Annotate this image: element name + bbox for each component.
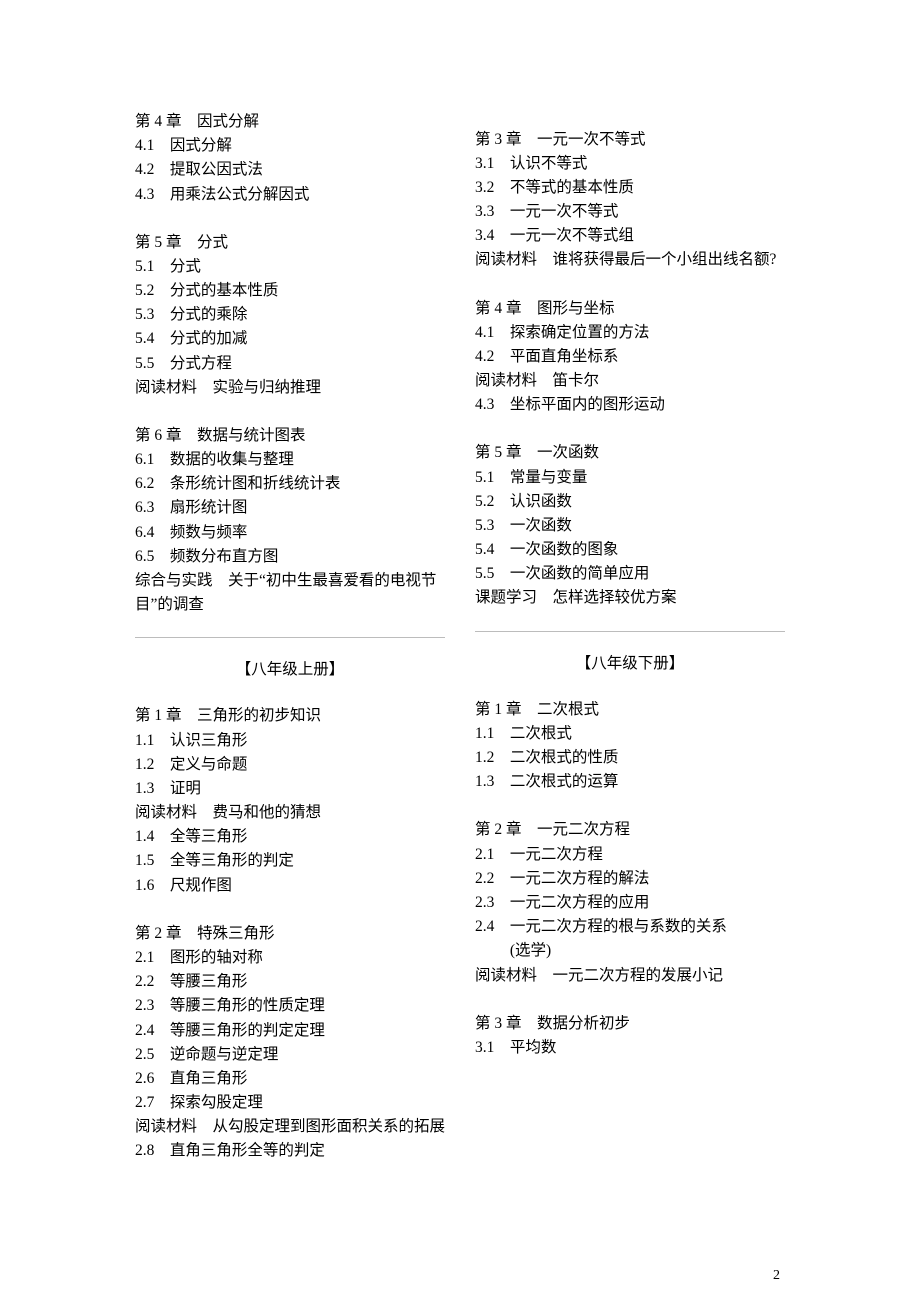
section-5-1: 5.1 分式 bbox=[135, 255, 445, 279]
section-1a-6: 1.6 尺规作图 bbox=[135, 874, 445, 898]
section-2a-5: 2.5 逆命题与逆定理 bbox=[135, 1043, 445, 1067]
topic-5a: 课题学习 怎样选择较优方案 bbox=[475, 586, 785, 610]
section-3a-3: 3.3 一元一次不等式 bbox=[475, 200, 785, 224]
divider bbox=[475, 631, 785, 632]
section-2a-1: 2.1 图形的轴对称 bbox=[135, 946, 445, 970]
section-2a-7: 2.7 探索勾股定理 bbox=[135, 1091, 445, 1115]
chapter-3b-title: 第 3 章 数据分析初步 bbox=[475, 1012, 785, 1036]
page-number: 2 bbox=[773, 1268, 780, 1284]
section-1b-2: 1.2 二次根式的性质 bbox=[475, 746, 785, 770]
chapter-1b-title: 第 1 章 二次根式 bbox=[475, 698, 785, 722]
chapter-2b-title: 第 2 章 一元二次方程 bbox=[475, 818, 785, 842]
section-4a-2: 4.2 平面直角坐标系 bbox=[475, 345, 785, 369]
section-1a-2: 1.2 定义与命题 bbox=[135, 753, 445, 777]
reading-2b: 阅读材料 一元二次方程的发展小记 bbox=[475, 964, 785, 988]
practice-6: 综合与实践 关于“初中生最喜爱看的电视节目”的调查 bbox=[135, 569, 445, 617]
section-5-2: 5.2 分式的基本性质 bbox=[135, 279, 445, 303]
chapter-4a-title: 第 4 章 图形与坐标 bbox=[475, 297, 785, 321]
section-3a-2: 3.2 不等式的基本性质 bbox=[475, 176, 785, 200]
section-5-4: 5.4 分式的加减 bbox=[135, 327, 445, 351]
section-6-5: 6.5 频数分布直方图 bbox=[135, 545, 445, 569]
section-6-4: 6.4 频数与频率 bbox=[135, 521, 445, 545]
section-1a-5: 1.5 全等三角形的判定 bbox=[135, 849, 445, 873]
volume-title-8a: 【八年级上册】 bbox=[135, 658, 445, 682]
section-2b-4b: (选学) bbox=[475, 939, 785, 963]
section-2b-2: 2.2 一元二次方程的解法 bbox=[475, 867, 785, 891]
spacer bbox=[135, 207, 445, 231]
page-content: 第 4 章 因式分解 4.1 因式分解 4.2 提取公因式法 4.3 用乘法公式… bbox=[0, 0, 920, 1220]
section-3a-4: 3.4 一元一次不等式组 bbox=[475, 224, 785, 248]
chapter-5a-title: 第 5 章 一次函数 bbox=[475, 441, 785, 465]
section-2a-6: 2.6 直角三角形 bbox=[135, 1067, 445, 1091]
spacer bbox=[475, 273, 785, 297]
section-1a-3: 1.3 证明 bbox=[135, 777, 445, 801]
section-5-5: 5.5 分式方程 bbox=[135, 352, 445, 376]
section-6-3: 6.3 扇形统计图 bbox=[135, 496, 445, 520]
spacer bbox=[135, 898, 445, 922]
divider bbox=[135, 637, 445, 638]
chapter-3a-title: 第 3 章 一元一次不等式 bbox=[475, 128, 785, 152]
section-2b-1: 2.1 一元二次方程 bbox=[475, 843, 785, 867]
section-2a-3: 2.3 等腰三角形的性质定理 bbox=[135, 994, 445, 1018]
section-5a-5: 5.5 一次函数的简单应用 bbox=[475, 562, 785, 586]
reading-1a: 阅读材料 费马和他的猜想 bbox=[135, 801, 445, 825]
section-5a-3: 5.3 一次函数 bbox=[475, 514, 785, 538]
section-1b-1: 1.1 二次根式 bbox=[475, 722, 785, 746]
section-4-1: 4.1 因式分解 bbox=[135, 134, 445, 158]
chapter-2a-title: 第 2 章 特殊三角形 bbox=[135, 922, 445, 946]
chapter-5-title: 第 5 章 分式 bbox=[135, 231, 445, 255]
chapter-6-title: 第 6 章 数据与统计图表 bbox=[135, 424, 445, 448]
section-1b-3: 1.3 二次根式的运算 bbox=[475, 770, 785, 794]
section-4-3: 4.3 用乘法公式分解因式 bbox=[135, 183, 445, 207]
section-3b-1: 3.1 平均数 bbox=[475, 1036, 785, 1060]
section-3a-1: 3.1 认识不等式 bbox=[475, 152, 785, 176]
section-4a-1: 4.1 探索确定位置的方法 bbox=[475, 321, 785, 345]
section-6-2: 6.2 条形统计图和折线统计表 bbox=[135, 472, 445, 496]
spacer bbox=[135, 400, 445, 424]
reading-2a: 阅读材料 从勾股定理到图形面积关系的拓展 bbox=[135, 1115, 445, 1139]
section-4-2: 4.2 提取公因式法 bbox=[135, 158, 445, 182]
reading-4a: 阅读材料 笛卡尔 bbox=[475, 369, 785, 393]
section-5-3: 5.3 分式的乘除 bbox=[135, 303, 445, 327]
section-5a-4: 5.4 一次函数的图象 bbox=[475, 538, 785, 562]
section-2b-3: 2.3 一元二次方程的应用 bbox=[475, 891, 785, 915]
spacer bbox=[475, 794, 785, 818]
volume-title-8b: 【八年级下册】 bbox=[475, 652, 785, 676]
spacer bbox=[475, 417, 785, 441]
section-2a-2: 2.2 等腰三角形 bbox=[135, 970, 445, 994]
section-1a-4: 1.4 全等三角形 bbox=[135, 825, 445, 849]
chapter-1a-title: 第 1 章 三角形的初步知识 bbox=[135, 704, 445, 728]
chapter-4-title: 第 4 章 因式分解 bbox=[135, 110, 445, 134]
section-2a-8: 2.8 直角三角形全等的判定 bbox=[135, 1139, 445, 1163]
section-1a-1: 1.1 认识三角形 bbox=[135, 729, 445, 753]
section-5a-2: 5.2 认识函数 bbox=[475, 490, 785, 514]
section-6-1: 6.1 数据的收集与整理 bbox=[135, 448, 445, 472]
section-2a-4: 2.4 等腰三角形的判定定理 bbox=[135, 1019, 445, 1043]
reading-3a: 阅读材料 谁将获得最后一个小组出线名额? bbox=[475, 248, 785, 272]
section-4a-3: 4.3 坐标平面内的图形运动 bbox=[475, 393, 785, 417]
reading-5: 阅读材料 实验与归纳推理 bbox=[135, 376, 445, 400]
section-5a-1: 5.1 常量与变量 bbox=[475, 466, 785, 490]
spacer bbox=[475, 988, 785, 1012]
section-2b-4a: 2.4 一元二次方程的根与系数的关系 bbox=[475, 915, 785, 939]
